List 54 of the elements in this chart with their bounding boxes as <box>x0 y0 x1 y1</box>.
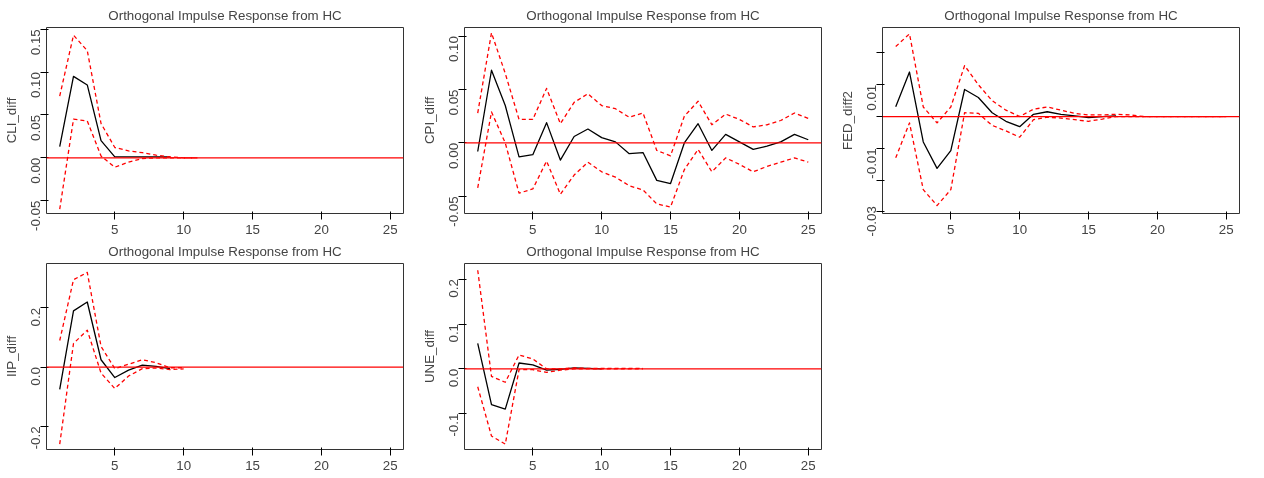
y-tick-label: 0.1 <box>446 324 461 343</box>
x-tick-label: 20 <box>314 221 329 237</box>
x-tick-label: 20 <box>732 457 747 473</box>
x-tick-label: 20 <box>732 221 747 237</box>
x-tick-label: 5 <box>947 221 955 237</box>
chart-title: Orthogonal Impulse Response from HC <box>108 7 343 23</box>
x-tick-label: 20 <box>1150 221 1165 237</box>
x-tick-label: 20 <box>314 457 329 473</box>
y-tick-label: 0.2 <box>446 279 461 298</box>
x-tick-label: 25 <box>800 221 816 237</box>
x-tick-label: 15 <box>1081 221 1096 237</box>
x-tick-label: 10 <box>176 221 192 237</box>
x-tick-label: 15 <box>245 221 260 237</box>
x-tick-label: 25 <box>382 221 398 237</box>
y-tick-label: -0.01 <box>864 148 879 179</box>
y-tick-label: 0.15 <box>28 29 43 56</box>
y-tick-label: 0.01 <box>864 84 879 111</box>
x-tick-label: 10 <box>594 221 610 237</box>
x-tick-label: 5 <box>111 457 119 473</box>
y-tick-label: 0.00 <box>446 142 461 169</box>
chart-title: Orthogonal Impulse Response from HC <box>944 7 1179 23</box>
x-tick-label: 25 <box>1218 221 1234 237</box>
x-tick-label: 15 <box>663 221 678 237</box>
y-tick-label: -0.03 <box>864 206 879 237</box>
y-axis-title: FED_diff2 <box>839 90 855 151</box>
y-tick-label: 0.10 <box>446 36 461 62</box>
y-axis-title: UNE_diff <box>421 329 437 384</box>
y-tick-label: 0.05 <box>28 114 43 141</box>
y-tick-label: 0.0 <box>446 368 461 388</box>
y-axis-title: IIP_diff <box>3 335 19 378</box>
y-tick-label: 0.10 <box>28 72 43 99</box>
y-tick-label: 0.2 <box>28 307 43 327</box>
x-tick-label: 5 <box>529 221 537 237</box>
y-tick-label: -0.1 <box>446 413 461 437</box>
x-tick-label: 10 <box>1012 221 1028 237</box>
x-tick-label: 15 <box>663 457 678 473</box>
x-tick-label: 10 <box>594 457 610 473</box>
chart-title: Orthogonal Impulse Response from HC <box>108 243 343 259</box>
y-tick-label: -0.2 <box>28 426 43 450</box>
chart-title: Orthogonal Impulse Response from HC <box>526 7 761 23</box>
y-tick-label: 0.05 <box>446 89 461 116</box>
y-tick-label: -0.05 <box>28 200 43 232</box>
y-tick-label: 0.00 <box>28 157 43 184</box>
y-axis-title: CPI_diff <box>421 96 437 145</box>
x-tick-label: 25 <box>382 457 398 473</box>
x-tick-label: 25 <box>800 457 816 473</box>
y-axis-title: CLI_diff <box>3 97 19 144</box>
x-tick-label: 15 <box>245 457 260 473</box>
y-tick-label: 0.0 <box>28 367 43 386</box>
chart-title: Orthogonal Impulse Response from HC <box>526 243 761 259</box>
x-tick-label: 5 <box>111 221 119 237</box>
x-tick-label: 5 <box>529 457 537 473</box>
x-tick-label: 10 <box>176 457 192 473</box>
y-tick-label: -0.05 <box>446 196 461 227</box>
